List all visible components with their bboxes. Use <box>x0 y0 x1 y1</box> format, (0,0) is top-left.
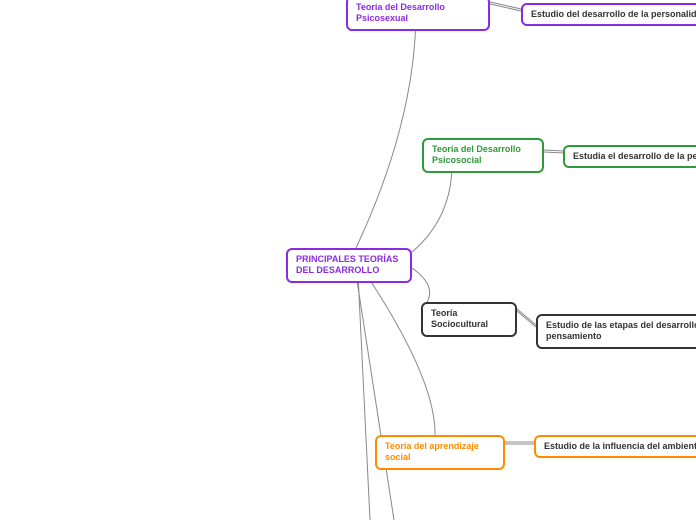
branch-psicosexual-label: Teoría del Desarrollo Psicosexual <box>356 2 445 23</box>
central-node[interactable]: PRINCIPALES TEORÍAS DEL DESARROLLO <box>286 248 412 283</box>
branch-sociocultural-label: Teoría Sociocultural <box>431 308 488 329</box>
branch-psicosexual[interactable]: Teoría del Desarrollo Psicosexual <box>346 0 490 31</box>
mindmap-canvas: { "background_color": "#ffffff", "line_c… <box>0 0 696 520</box>
branch-psicosocial-label: Teoría del Desarrollo Psicosocial <box>432 144 521 165</box>
leaf-aprendizaje-label: Estudio de la influencia del ambiente <box>544 441 696 451</box>
leaf-psicosocial-label: Estudia el desarrollo de la pers <box>573 151 696 161</box>
leaf-psicosocial[interactable]: Estudia el desarrollo de la pers <box>563 145 696 168</box>
branch-psicosocial[interactable]: Teoría del Desarrollo Psicosocial <box>422 138 544 173</box>
leaf-aprendizaje[interactable]: Estudio de la influencia del ambiente <box>534 435 696 458</box>
central-node-label: PRINCIPALES TEORÍAS DEL DESARROLLO <box>296 254 398 275</box>
leaf-sociocultural-label: Estudio de las etapas del desarrollo del… <box>546 320 696 341</box>
branch-aprendizaje[interactable]: Teoría del aprendizaje social <box>375 435 505 470</box>
leaf-psicosexual[interactable]: Estudio del desarrollo de la personalida… <box>521 3 696 26</box>
branch-sociocultural[interactable]: Teoría Sociocultural <box>421 302 517 337</box>
leaf-psicosexual-label: Estudio del desarrollo de la personalida… <box>531 9 696 19</box>
leaf-sociocultural[interactable]: Estudio de las etapas del desarrollo del… <box>536 314 696 349</box>
branch-aprendizaje-label: Teoría del aprendizaje social <box>385 441 479 462</box>
